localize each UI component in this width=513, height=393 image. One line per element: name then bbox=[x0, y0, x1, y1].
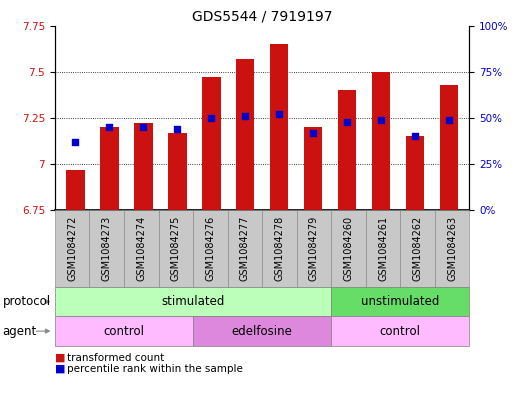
Bar bbox=[134, 123, 152, 210]
Point bbox=[377, 117, 385, 123]
Bar bbox=[202, 77, 221, 210]
Point bbox=[275, 111, 283, 118]
Text: transformed count: transformed count bbox=[67, 353, 164, 363]
Point bbox=[139, 124, 147, 130]
Text: GSM1084273: GSM1084273 bbox=[102, 216, 112, 281]
Bar bbox=[406, 136, 424, 210]
Text: GSM1084262: GSM1084262 bbox=[412, 216, 423, 281]
Text: GSM1084279: GSM1084279 bbox=[309, 216, 319, 281]
Bar bbox=[304, 127, 323, 210]
Text: ■: ■ bbox=[55, 364, 65, 374]
Bar bbox=[338, 90, 357, 210]
Text: protocol: protocol bbox=[3, 295, 51, 308]
Text: percentile rank within the sample: percentile rank within the sample bbox=[67, 364, 243, 374]
Text: GSM1084276: GSM1084276 bbox=[205, 216, 215, 281]
Point bbox=[343, 118, 351, 125]
Point bbox=[173, 126, 181, 132]
Bar bbox=[440, 84, 458, 210]
Text: GSM1084261: GSM1084261 bbox=[378, 216, 388, 281]
Text: GSM1084274: GSM1084274 bbox=[136, 216, 146, 281]
Point bbox=[309, 130, 317, 136]
Text: GSM1084278: GSM1084278 bbox=[274, 216, 284, 281]
Point bbox=[105, 124, 113, 130]
Text: GSM1084275: GSM1084275 bbox=[171, 216, 181, 281]
Point bbox=[445, 117, 453, 123]
Text: ■: ■ bbox=[55, 353, 65, 363]
Text: GSM1084277: GSM1084277 bbox=[240, 216, 250, 281]
Point bbox=[241, 113, 249, 119]
Text: agent: agent bbox=[3, 325, 37, 338]
Bar bbox=[372, 72, 390, 210]
Bar bbox=[270, 44, 288, 210]
Bar bbox=[66, 170, 85, 210]
Bar bbox=[100, 127, 119, 210]
Point bbox=[411, 133, 419, 140]
Text: unstimulated: unstimulated bbox=[361, 295, 440, 308]
Text: stimulated: stimulated bbox=[162, 295, 225, 308]
Text: GDS5544 / 7919197: GDS5544 / 7919197 bbox=[192, 10, 332, 24]
Point bbox=[71, 139, 80, 145]
Bar bbox=[168, 133, 187, 210]
Point bbox=[207, 115, 215, 121]
Text: edelfosine: edelfosine bbox=[232, 325, 292, 338]
Text: control: control bbox=[104, 325, 145, 338]
Text: GSM1084272: GSM1084272 bbox=[67, 216, 77, 281]
Bar bbox=[236, 59, 254, 210]
Text: GSM1084260: GSM1084260 bbox=[344, 216, 353, 281]
Text: control: control bbox=[380, 325, 421, 338]
Text: GSM1084263: GSM1084263 bbox=[447, 216, 457, 281]
